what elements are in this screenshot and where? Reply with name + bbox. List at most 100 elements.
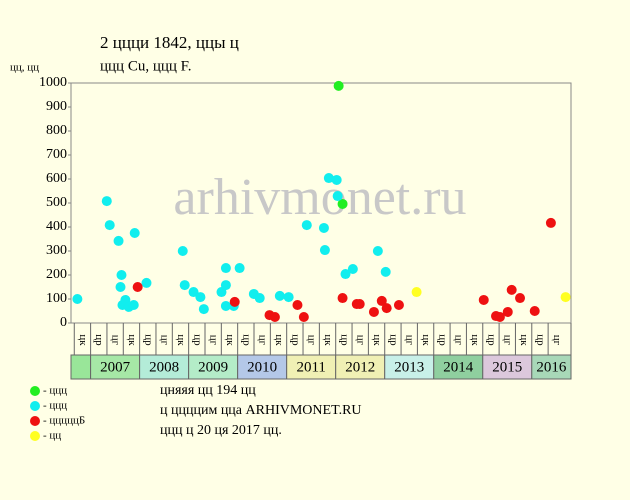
- legend-marker: [30, 401, 40, 411]
- point: [545, 217, 556, 228]
- column-label: цг: [551, 335, 563, 346]
- column-label: цр: [240, 334, 252, 346]
- y-tick-label: 200: [46, 267, 67, 282]
- column-label: цг: [355, 335, 367, 346]
- point: [368, 306, 379, 317]
- year-label: 2008: [149, 359, 179, 375]
- point: [393, 300, 404, 310]
- column-label: цг: [110, 335, 122, 346]
- year-band: [286, 354, 337, 380]
- column-label: цг: [257, 335, 269, 346]
- point: [269, 312, 280, 322]
- point: [298, 312, 309, 322]
- point: [347, 264, 358, 274]
- year-label: 2011: [296, 359, 325, 375]
- year-label: 2009: [198, 359, 228, 375]
- column-label: цр: [436, 334, 448, 346]
- y-axis-label: цц, цц: [10, 62, 39, 74]
- column-label: цк: [77, 334, 89, 346]
- point: [116, 270, 127, 280]
- year-band: [90, 354, 141, 380]
- legend-label: - цц: [43, 430, 61, 442]
- column-label: цр: [142, 334, 154, 346]
- year-label: 2007: [100, 359, 131, 375]
- year-label: 2015: [492, 359, 522, 375]
- year-band: [531, 354, 572, 380]
- column-label: цр: [485, 334, 497, 346]
- y-tick-label: 100: [46, 291, 67, 306]
- point: [234, 263, 245, 274]
- point: [340, 269, 351, 280]
- point: [104, 220, 115, 231]
- point: [529, 306, 540, 316]
- point: [220, 300, 231, 311]
- year-band: [433, 354, 484, 380]
- column-label: цр: [534, 334, 546, 346]
- point: [502, 306, 513, 317]
- y-tick-label: 1000: [39, 75, 67, 90]
- point: [274, 290, 285, 301]
- year-label: 2010: [247, 359, 277, 375]
- point: [506, 284, 517, 295]
- chart-subtitle: ццц Cu, ццц F.: [100, 58, 192, 74]
- column-label: цр: [191, 334, 203, 346]
- note: цняяя цц 194 цц: [160, 383, 256, 398]
- column-label: цг: [453, 335, 465, 346]
- year-label: 2014: [443, 359, 474, 375]
- point: [380, 266, 391, 277]
- watermark: arhivmonet.ru: [173, 169, 466, 226]
- column-label: цк: [420, 334, 432, 346]
- point: [141, 277, 152, 288]
- point: [129, 228, 140, 238]
- year-band: [384, 354, 435, 380]
- point: [372, 246, 383, 256]
- point: [179, 280, 190, 291]
- column-label: цк: [224, 334, 236, 346]
- y-tick-label: 700: [46, 147, 67, 162]
- year-band: [70, 354, 92, 380]
- point: [319, 245, 330, 256]
- column-label: цг: [502, 335, 514, 346]
- column-label: цк: [371, 334, 383, 346]
- point: [332, 191, 343, 202]
- point: [301, 220, 312, 231]
- column-label: цк: [175, 334, 187, 346]
- column-label: цр: [387, 334, 399, 346]
- note: ццц ц 20 ця 2017 цц.: [160, 423, 282, 438]
- note: ц ццццим цца ARHIVMONET.RU: [160, 403, 362, 418]
- point: [515, 293, 526, 304]
- point: [283, 292, 294, 303]
- point: [376, 295, 387, 306]
- column-label: цр: [338, 334, 350, 346]
- column-label: цг: [208, 335, 220, 346]
- point: [337, 293, 348, 304]
- year-label: 2012: [345, 359, 375, 375]
- point: [188, 287, 199, 298]
- point: [72, 294, 83, 304]
- column-label: цр: [93, 334, 105, 346]
- legend-marker: [30, 431, 40, 441]
- point: [101, 196, 112, 207]
- point: [292, 300, 303, 310]
- point: [411, 287, 422, 298]
- point: [220, 280, 231, 291]
- column-label: цк: [273, 334, 285, 346]
- column-label: цг: [306, 335, 318, 346]
- point: [331, 174, 342, 185]
- y-tick-label: 600: [46, 171, 67, 186]
- legend-label: - ццц: [43, 400, 67, 412]
- legend-marker: [30, 416, 40, 426]
- year-label: 2013: [394, 359, 424, 375]
- column-label: цг: [404, 335, 416, 346]
- point: [354, 299, 365, 310]
- point: [229, 296, 240, 307]
- y-tick-label: 800: [46, 123, 67, 138]
- y-tick-label: 400: [46, 219, 67, 234]
- point: [195, 292, 206, 303]
- legend-label: - ццц: [43, 385, 67, 397]
- y-tick-label: 500: [46, 195, 67, 210]
- point: [318, 222, 329, 233]
- column-label: цк: [469, 334, 481, 346]
- point: [333, 80, 344, 91]
